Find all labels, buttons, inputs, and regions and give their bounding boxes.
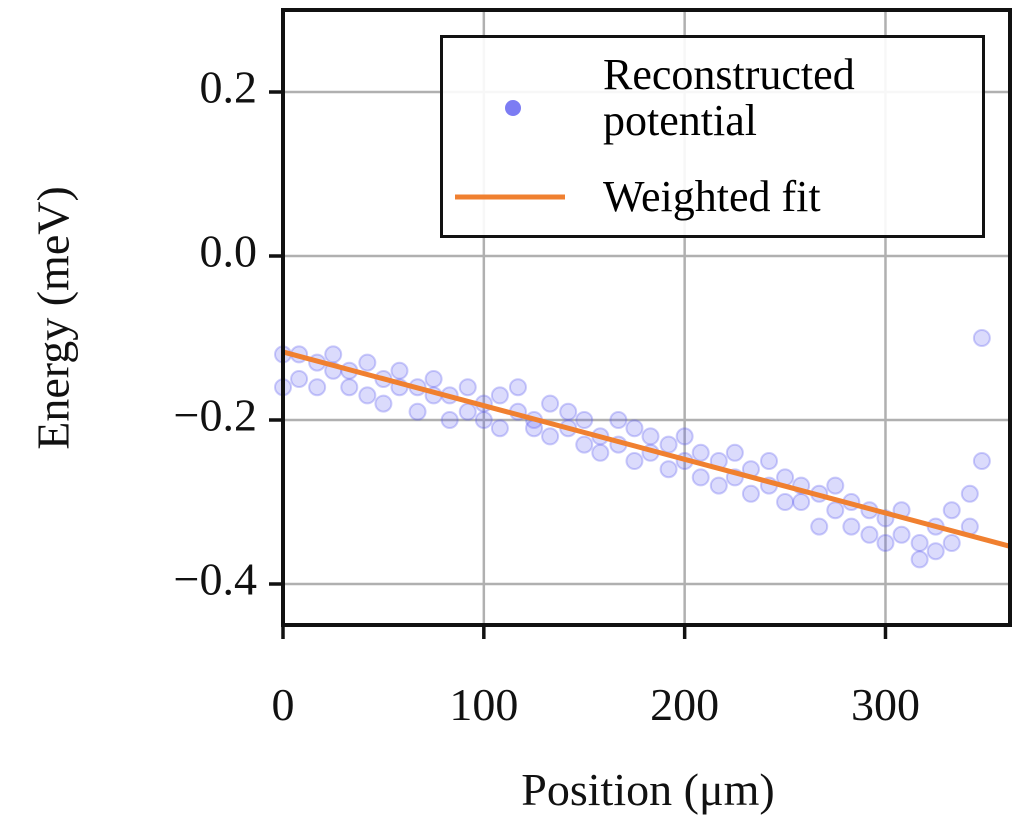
data-point xyxy=(659,435,678,454)
legend-marker xyxy=(505,100,521,116)
y-tick-label: 0.0 xyxy=(200,226,258,277)
data-point xyxy=(826,501,845,520)
data-point xyxy=(474,411,493,429)
y-tick-label: −0.4 xyxy=(174,554,257,605)
data-point xyxy=(641,427,660,446)
data-point xyxy=(691,443,710,462)
x-tick-label: 300 xyxy=(851,679,920,730)
data-point xyxy=(308,378,327,397)
data-point xyxy=(972,329,991,347)
data-point xyxy=(942,501,961,520)
data-point xyxy=(876,534,895,552)
data-point xyxy=(725,443,744,462)
data-point xyxy=(490,386,509,405)
data-point xyxy=(709,476,728,495)
data-point xyxy=(440,411,459,429)
data-point xyxy=(358,386,377,405)
legend-label: Weighted fit xyxy=(603,172,821,221)
data-point xyxy=(776,493,795,511)
data-point xyxy=(760,452,779,470)
data-point xyxy=(458,402,477,421)
data-point xyxy=(860,525,879,544)
data-point xyxy=(942,534,961,552)
data-point xyxy=(458,378,477,397)
fit-line xyxy=(282,349,1011,549)
data-point xyxy=(340,378,359,397)
x-tick-label: 200 xyxy=(650,679,719,730)
data-point xyxy=(541,427,560,446)
data-point xyxy=(892,525,911,544)
data-point xyxy=(490,419,509,438)
plot-frame xyxy=(281,8,1012,627)
data-point xyxy=(591,443,610,462)
data-point xyxy=(390,361,409,380)
data-point xyxy=(541,394,560,413)
data-point xyxy=(691,468,710,487)
data-point xyxy=(358,353,377,372)
data-point xyxy=(508,378,527,397)
x-tick-label: 0 xyxy=(272,679,295,730)
data-point xyxy=(290,370,309,388)
data-point xyxy=(826,476,845,495)
data-point xyxy=(408,402,427,421)
data-point xyxy=(792,493,811,511)
data-point xyxy=(575,435,594,454)
data-point xyxy=(741,484,760,503)
data-point xyxy=(625,419,644,438)
data-point xyxy=(910,550,929,569)
data-point xyxy=(675,427,694,446)
y-tick-label: 0.2 xyxy=(200,62,258,113)
legend: Reconstructed potential Weighted fit xyxy=(440,35,985,238)
x-axis-label: Position (μm) xyxy=(521,764,774,815)
legend-keys xyxy=(455,100,565,200)
data-point xyxy=(424,370,443,388)
data-point xyxy=(910,534,929,552)
data-point xyxy=(810,517,829,536)
data-point xyxy=(324,345,343,364)
data-point xyxy=(842,517,861,536)
data-point xyxy=(559,402,578,421)
data-point xyxy=(960,484,979,503)
data-point xyxy=(609,411,628,429)
data-point xyxy=(659,460,678,479)
x-tick-label: 100 xyxy=(449,679,518,730)
y-tick-label: −0.2 xyxy=(174,390,257,441)
y-axis-label: Energy (meV) xyxy=(28,186,79,450)
data-point xyxy=(374,394,393,413)
data-point xyxy=(972,452,991,470)
legend-label: Reconstructed potential xyxy=(603,50,855,145)
data-point xyxy=(625,452,644,470)
data-point xyxy=(926,542,945,561)
data-point xyxy=(575,411,594,429)
